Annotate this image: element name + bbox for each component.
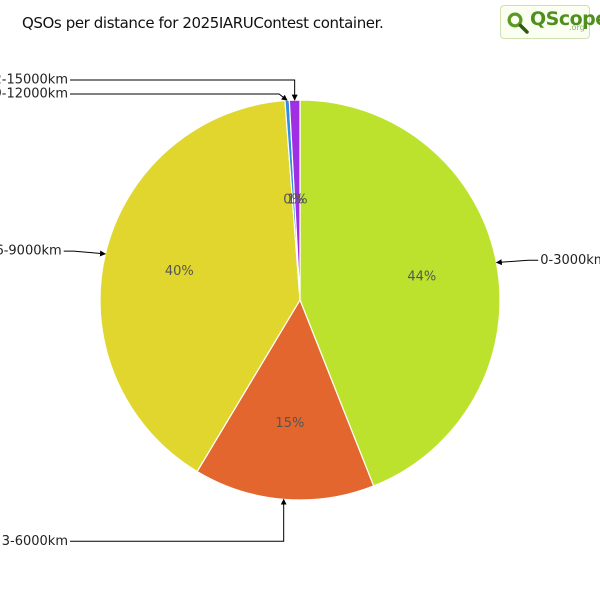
callout-line bbox=[70, 93, 288, 101]
magnifier-icon bbox=[507, 12, 529, 34]
slice-percent-label: 1% bbox=[287, 193, 308, 208]
qscope-logo[interactable]: QScope .org bbox=[500, 5, 600, 39]
slice-percent-label: 0% bbox=[283, 193, 304, 208]
slice-category-label: 9-12000km bbox=[0, 87, 68, 102]
callout-line bbox=[70, 79, 298, 101]
logo-suffix: .org bbox=[569, 23, 585, 32]
logo-text: QScope bbox=[530, 8, 600, 30]
slice-percent-label: 40% bbox=[165, 264, 194, 279]
callout-line bbox=[70, 498, 287, 542]
slice-category-label: 12-15000km bbox=[0, 73, 68, 88]
callout-line bbox=[63, 250, 106, 257]
slice-category-label: 3-6000km bbox=[2, 534, 68, 549]
callout-line bbox=[495, 259, 539, 266]
slice-percent-label: 15% bbox=[275, 416, 304, 431]
slice-percent-label: 44% bbox=[407, 269, 436, 284]
slice-category-label: 0-3000km bbox=[540, 253, 600, 268]
slice-category-label: 6-9000km bbox=[0, 244, 62, 259]
chart-title: QSOs per distance for 2025IARUContest co… bbox=[22, 14, 384, 32]
